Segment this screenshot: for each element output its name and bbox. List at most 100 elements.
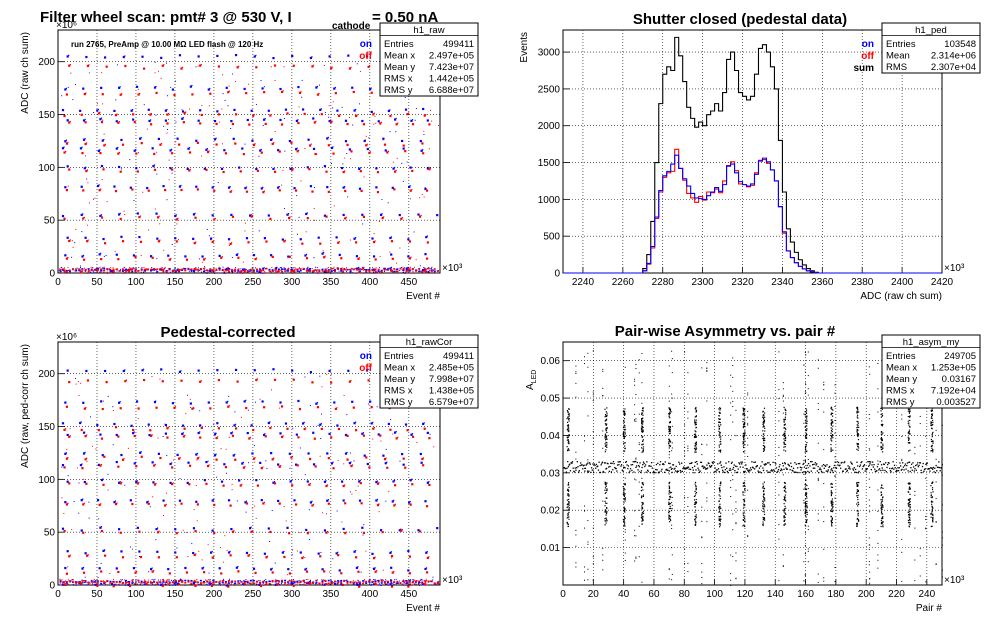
data-point xyxy=(847,465,849,467)
data-point xyxy=(731,461,733,463)
data-point-off xyxy=(153,483,157,486)
data-point-on xyxy=(100,400,103,403)
data-point xyxy=(722,471,724,473)
data-point-noise xyxy=(285,520,287,522)
data-point-off xyxy=(370,406,373,409)
data-point-off xyxy=(250,530,253,533)
data-point-noise xyxy=(349,271,351,273)
data-point xyxy=(619,461,621,463)
data-point xyxy=(777,468,780,471)
data-point xyxy=(831,470,834,472)
data-point-noise xyxy=(332,107,334,109)
data-point-off xyxy=(100,120,104,124)
data-point xyxy=(756,465,759,467)
data-point xyxy=(695,410,698,412)
data-point xyxy=(793,471,795,473)
data-point-noise xyxy=(67,475,69,477)
data-point xyxy=(763,425,765,427)
data-point-noise xyxy=(395,131,397,133)
data-point-on xyxy=(323,480,327,483)
data-point xyxy=(606,482,608,484)
data-point xyxy=(783,520,785,522)
data-point xyxy=(783,418,785,420)
data-point-noise xyxy=(227,583,229,585)
data-point-off xyxy=(234,458,237,461)
data-point-noise xyxy=(242,261,244,263)
data-point-on xyxy=(102,549,105,552)
data-point-noise xyxy=(189,406,191,408)
data-point-noise xyxy=(328,116,330,118)
data-point-on xyxy=(276,266,278,268)
data-point-off xyxy=(217,436,219,438)
data-point xyxy=(932,468,934,470)
data-point-noise xyxy=(382,569,384,571)
data-point-noise xyxy=(169,271,171,273)
data-point-noise xyxy=(189,269,191,271)
data-point-off xyxy=(63,583,66,586)
data-point-on xyxy=(312,147,316,151)
data-point-off xyxy=(400,217,403,220)
data-point-on xyxy=(118,481,121,484)
data-point xyxy=(593,471,595,474)
data-point-on xyxy=(409,500,411,503)
data-point-off xyxy=(171,466,174,469)
data-point-off xyxy=(103,242,107,245)
data-point xyxy=(744,520,746,522)
data-point-off xyxy=(146,581,149,583)
data-point-noise xyxy=(90,271,92,273)
data-point-off xyxy=(309,581,312,584)
data-point-on xyxy=(263,118,266,121)
data-point-on xyxy=(328,55,331,58)
data-point xyxy=(642,407,644,409)
data-point-off xyxy=(63,270,66,274)
data-point-on xyxy=(213,454,217,457)
data-point-noise xyxy=(404,267,406,269)
data-point-on xyxy=(355,550,357,552)
data-point-on xyxy=(174,528,177,531)
data-point-off xyxy=(246,580,249,583)
tick-label-y: 50 xyxy=(44,216,56,227)
main-title: Filter wheel scan: pmt# 3 @ 530 V, I xyxy=(40,9,292,26)
data-point xyxy=(756,465,758,467)
data-point-noise xyxy=(349,239,351,241)
data-point-noise xyxy=(298,216,300,218)
data-point-off xyxy=(63,466,66,469)
stats-row-label: RMS y xyxy=(384,85,413,96)
data-point xyxy=(642,483,644,485)
data-point-noise xyxy=(371,272,373,274)
data-point-noise xyxy=(432,579,434,581)
data-point-noise xyxy=(432,270,434,272)
data-point-on xyxy=(132,567,136,570)
data-point xyxy=(648,465,650,467)
data-point xyxy=(719,462,721,464)
data-point xyxy=(669,503,672,505)
data-point-noise xyxy=(80,270,82,272)
data-point-off xyxy=(302,556,304,558)
data-point-noise xyxy=(227,266,229,268)
data-point-off xyxy=(407,268,410,271)
data-point-noise xyxy=(298,584,300,586)
data-point xyxy=(657,462,659,464)
data-point-noise xyxy=(291,554,293,556)
data-point-noise xyxy=(283,584,285,586)
data-point-noise xyxy=(156,151,158,153)
data-point xyxy=(642,408,644,410)
data-point-off xyxy=(362,582,365,585)
data-point xyxy=(783,486,786,488)
data-point xyxy=(623,437,625,439)
data-point xyxy=(762,510,764,513)
data-point xyxy=(674,467,676,470)
data-point xyxy=(606,426,608,429)
data-point-off xyxy=(178,269,181,272)
data-point-off xyxy=(344,217,347,220)
data-point-off xyxy=(254,258,257,261)
data-point-on xyxy=(422,107,425,111)
data-point xyxy=(586,470,589,472)
data-point-noise xyxy=(255,401,257,403)
data-point xyxy=(884,469,886,472)
data-point xyxy=(783,486,785,489)
data-point-off xyxy=(206,464,210,468)
data-point-off xyxy=(157,216,160,219)
data-point-noise xyxy=(84,270,86,272)
data-point xyxy=(642,430,644,432)
